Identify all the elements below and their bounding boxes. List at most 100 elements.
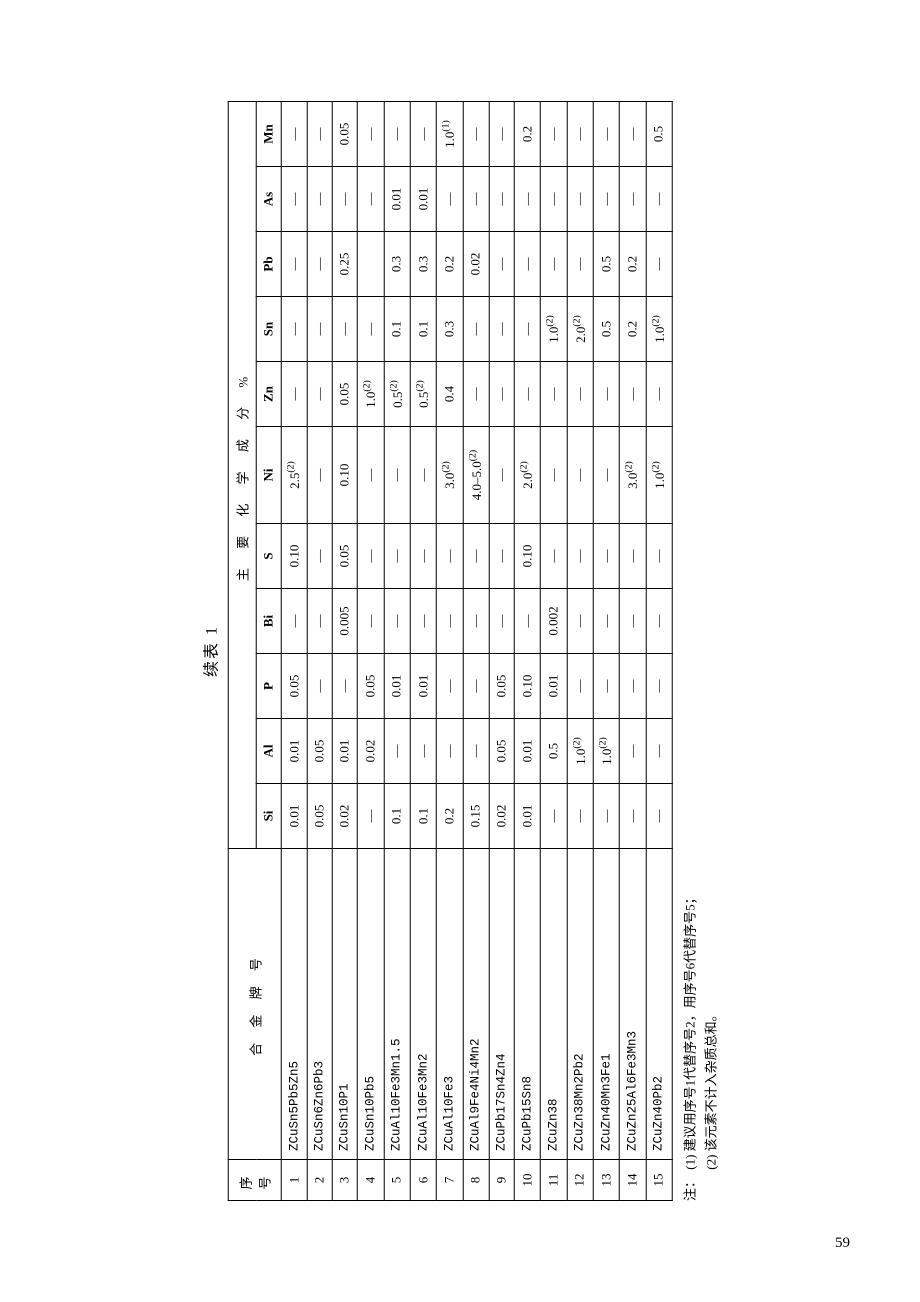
cell-value: — <box>489 297 514 362</box>
cell-value: — <box>593 589 619 654</box>
cell-value: — <box>646 784 672 849</box>
cell-alloy: ZCuPb17Sn4Zn4 <box>489 849 514 1160</box>
table-row: 4ZCuSn10Pb5—0.020.05———1.0(2)——— <box>358 102 384 1201</box>
cell-value: — <box>646 232 672 297</box>
cell-value: 0.02 <box>463 232 489 297</box>
cell-value: — <box>463 654 489 719</box>
cell-value: — <box>358 589 384 654</box>
note-1: (1) 建议用序号1代替序号2，用序号6代替序号5； <box>683 891 698 1169</box>
cell-value: 0.01 <box>541 654 567 719</box>
col-Bi: Bi <box>256 589 281 654</box>
cell-value: — <box>333 654 358 719</box>
page-number: 59 <box>835 1235 850 1252</box>
cell-value: 1.0(2) <box>358 362 384 427</box>
cell-value: — <box>567 427 593 524</box>
cell-value: 0.01 <box>281 719 307 784</box>
cell-value: — <box>567 524 593 589</box>
table-row: 1ZCuSn5Pb5Zn50.010.010.05—0.102.5(2)————… <box>281 102 307 1201</box>
table-row: 9ZCuPb17Sn4Zn40.020.050.05———————— <box>489 102 514 1201</box>
cell-value: 0.25 <box>333 232 358 297</box>
cell-seq: 2 <box>308 1160 333 1201</box>
cell-value: — <box>489 232 514 297</box>
cell-value: — <box>593 362 619 427</box>
cell-seq: 15 <box>646 1160 672 1201</box>
cell-value: 0.10 <box>281 524 307 589</box>
cell-value: 0.01 <box>410 654 436 719</box>
cell-value: — <box>281 589 307 654</box>
cell-alloy: ZCuZn40Pb2 <box>646 849 672 1160</box>
cell-seq: 3 <box>333 1160 358 1201</box>
cell-alloy: ZCuSn10P1 <box>333 849 358 1160</box>
col-Sn: Sn <box>256 297 281 362</box>
cell-seq: 7 <box>437 1160 463 1201</box>
cell-value: — <box>384 102 410 167</box>
cell-value: 0.01 <box>410 167 436 232</box>
cell-value: — <box>437 589 463 654</box>
cell-value: — <box>593 524 619 589</box>
cell-value: — <box>410 102 436 167</box>
cell-value: — <box>620 362 646 427</box>
cell-value: — <box>541 427 567 524</box>
cell-value: 0.05 <box>489 654 514 719</box>
cell-alloy: ZCuZn38Mn2Pb2 <box>567 849 593 1160</box>
cell-value: — <box>308 297 333 362</box>
cell-value: — <box>463 167 489 232</box>
cell-alloy: ZCuSn5Pb5Zn5 <box>281 849 307 1160</box>
cell-value: — <box>593 167 619 232</box>
cell-value: 0.1 <box>410 297 436 362</box>
cell-value: — <box>333 167 358 232</box>
col-Pb: Pb <box>256 232 281 297</box>
cell-value: — <box>281 102 307 167</box>
cell-seq: 9 <box>489 1160 514 1201</box>
cell-value: — <box>620 167 646 232</box>
cell-value: — <box>437 167 463 232</box>
cell-value: — <box>593 427 619 524</box>
cell-value: — <box>593 654 619 719</box>
note-2: (2) 该元素不计入杂质总和。 <box>703 1008 718 1169</box>
cell-value: — <box>646 719 672 784</box>
cell-alloy: ZCuZn40Mn3Fe1 <box>593 849 619 1160</box>
cell-value: — <box>410 719 436 784</box>
table-row: 7ZCuAl10Fe30.2————3.0(2)0.40.30.2—1.0(1) <box>437 102 463 1201</box>
table-row: 2ZCuSn6Zn6Pb30.050.05————————— <box>308 102 333 1201</box>
cell-value: 0.005 <box>333 589 358 654</box>
notes-block: 注： (1) 建议用序号1代替序号2，用序号6代替序号5； (2) 该元素不计入… <box>681 101 723 1201</box>
cell-value: 1.0(2) <box>646 297 672 362</box>
table-row: 14ZCuZn25Al6Fe3Mn3—————3.0(2)—0.20.2—— <box>620 102 646 1201</box>
cell-seq: 8 <box>463 1160 489 1201</box>
cell-value: 3.0(2) <box>620 427 646 524</box>
table-row: 3ZCuSn10P10.020.01—0.0050.050.100.05—0.2… <box>333 102 358 1201</box>
cell-value: 2.0(2) <box>514 427 540 524</box>
table-row: 6ZCuAl10Fe3Mn20.1—0.01———0.5(2)0.10.30.0… <box>410 102 436 1201</box>
cell-value: 0.3 <box>437 297 463 362</box>
table-row: 15ZCuZn40Pb2—————1.0(2)—1.0(2)——0.5 <box>646 102 672 1201</box>
cell-alloy: ZCuZn25Al6Fe3Mn3 <box>620 849 646 1160</box>
cell-value: — <box>541 102 567 167</box>
cell-alloy: ZCuAl9Fe4Ni4Mn2 <box>463 849 489 1160</box>
cell-value: 0.05 <box>333 524 358 589</box>
cell-value: — <box>489 427 514 524</box>
cell-alloy: ZCuAl10Fe3 <box>437 849 463 1160</box>
cell-value: 0.15 <box>463 784 489 849</box>
cell-value: — <box>541 167 567 232</box>
cell-value: 4.0–5.0(2) <box>463 427 489 524</box>
cell-value: 0.05 <box>333 362 358 427</box>
cell-value: — <box>358 427 384 524</box>
cell-value: — <box>308 102 333 167</box>
cell-value: — <box>281 232 307 297</box>
cell-value: 0.05 <box>358 654 384 719</box>
col-Zn: Zn <box>256 362 281 427</box>
cell-value: — <box>308 362 333 427</box>
cell-value: — <box>514 362 540 427</box>
cell-value: 0.02 <box>489 784 514 849</box>
cell-value: — <box>308 167 333 232</box>
cell-value: 0.1 <box>384 784 410 849</box>
cell-value: 0.5 <box>593 232 619 297</box>
cell-value: — <box>514 232 540 297</box>
cell-value: — <box>308 654 333 719</box>
cell-value: — <box>308 589 333 654</box>
header-group: 主 要 化 学 成 分 % <box>228 102 256 849</box>
cell-seq: 14 <box>620 1160 646 1201</box>
col-As: As <box>256 167 281 232</box>
cell-value: — <box>410 589 436 654</box>
